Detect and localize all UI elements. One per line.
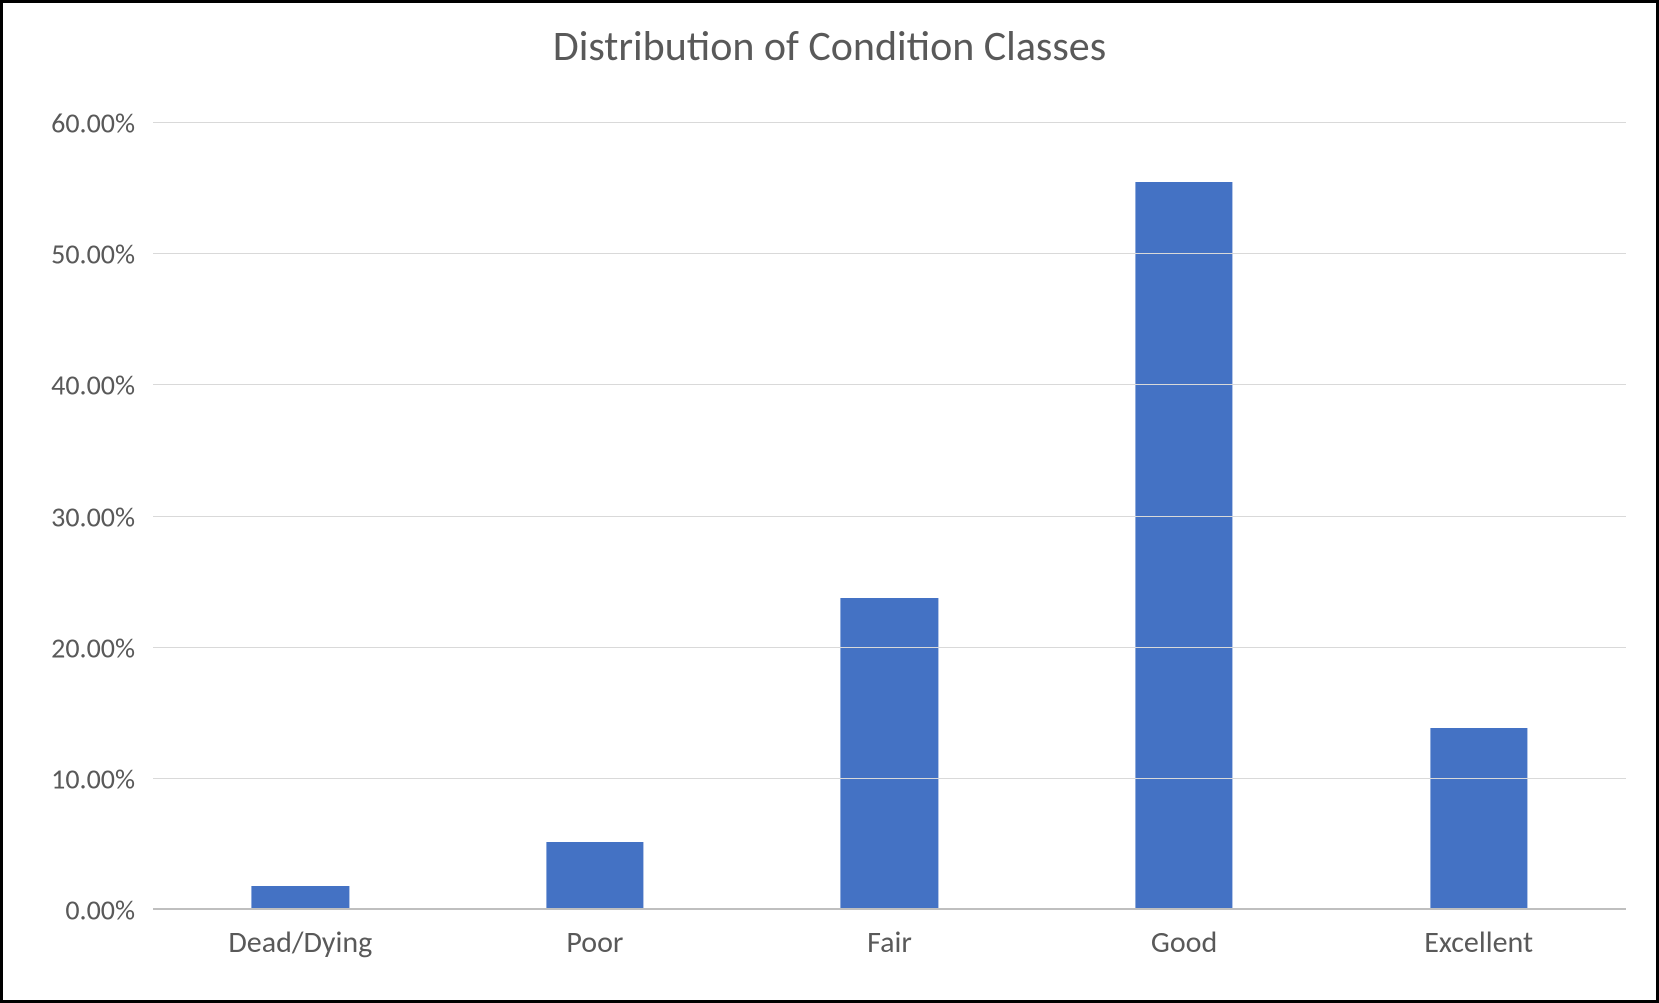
bar [1135,182,1232,910]
x-axis-label: Good [1151,910,1217,961]
y-axis-label: 50.00% [51,237,153,272]
x-axis-label: Fair [867,910,912,961]
y-axis-label: 30.00% [51,499,153,534]
gridline [153,778,1626,779]
bar-slot: Good [1037,123,1332,910]
plot-area: Dead/DyingPoorFairGoodExcellent 0.00%10.… [153,123,1626,910]
bar-slot: Excellent [1331,123,1626,910]
x-axis-label: Dead/Dying [228,910,372,961]
gridline [153,647,1626,648]
y-axis-label: 60.00% [51,106,153,141]
gridline [153,908,1626,910]
bars-row: Dead/DyingPoorFairGoodExcellent [153,123,1626,910]
y-axis-label: 10.00% [51,761,153,796]
bar [252,886,349,910]
bar-slot: Poor [448,123,743,910]
y-axis-label: 40.00% [51,368,153,403]
gridline [153,384,1626,385]
y-axis-label: 20.00% [51,630,153,665]
gridline [153,122,1626,123]
bar [841,598,938,910]
bar-slot: Dead/Dying [153,123,448,910]
x-axis-label: Poor [566,910,623,961]
chart-container: Distribution of Condition Classes Dead/D… [0,0,1659,1003]
gridline [153,516,1626,517]
x-axis-label: Excellent [1424,910,1533,961]
bar-slot: Fair [742,123,1037,910]
bar [546,842,643,910]
chart-title: Distribution of Condition Classes [3,21,1656,72]
y-axis-label: 0.00% [65,893,153,928]
gridline [153,253,1626,254]
bar [1430,728,1527,910]
